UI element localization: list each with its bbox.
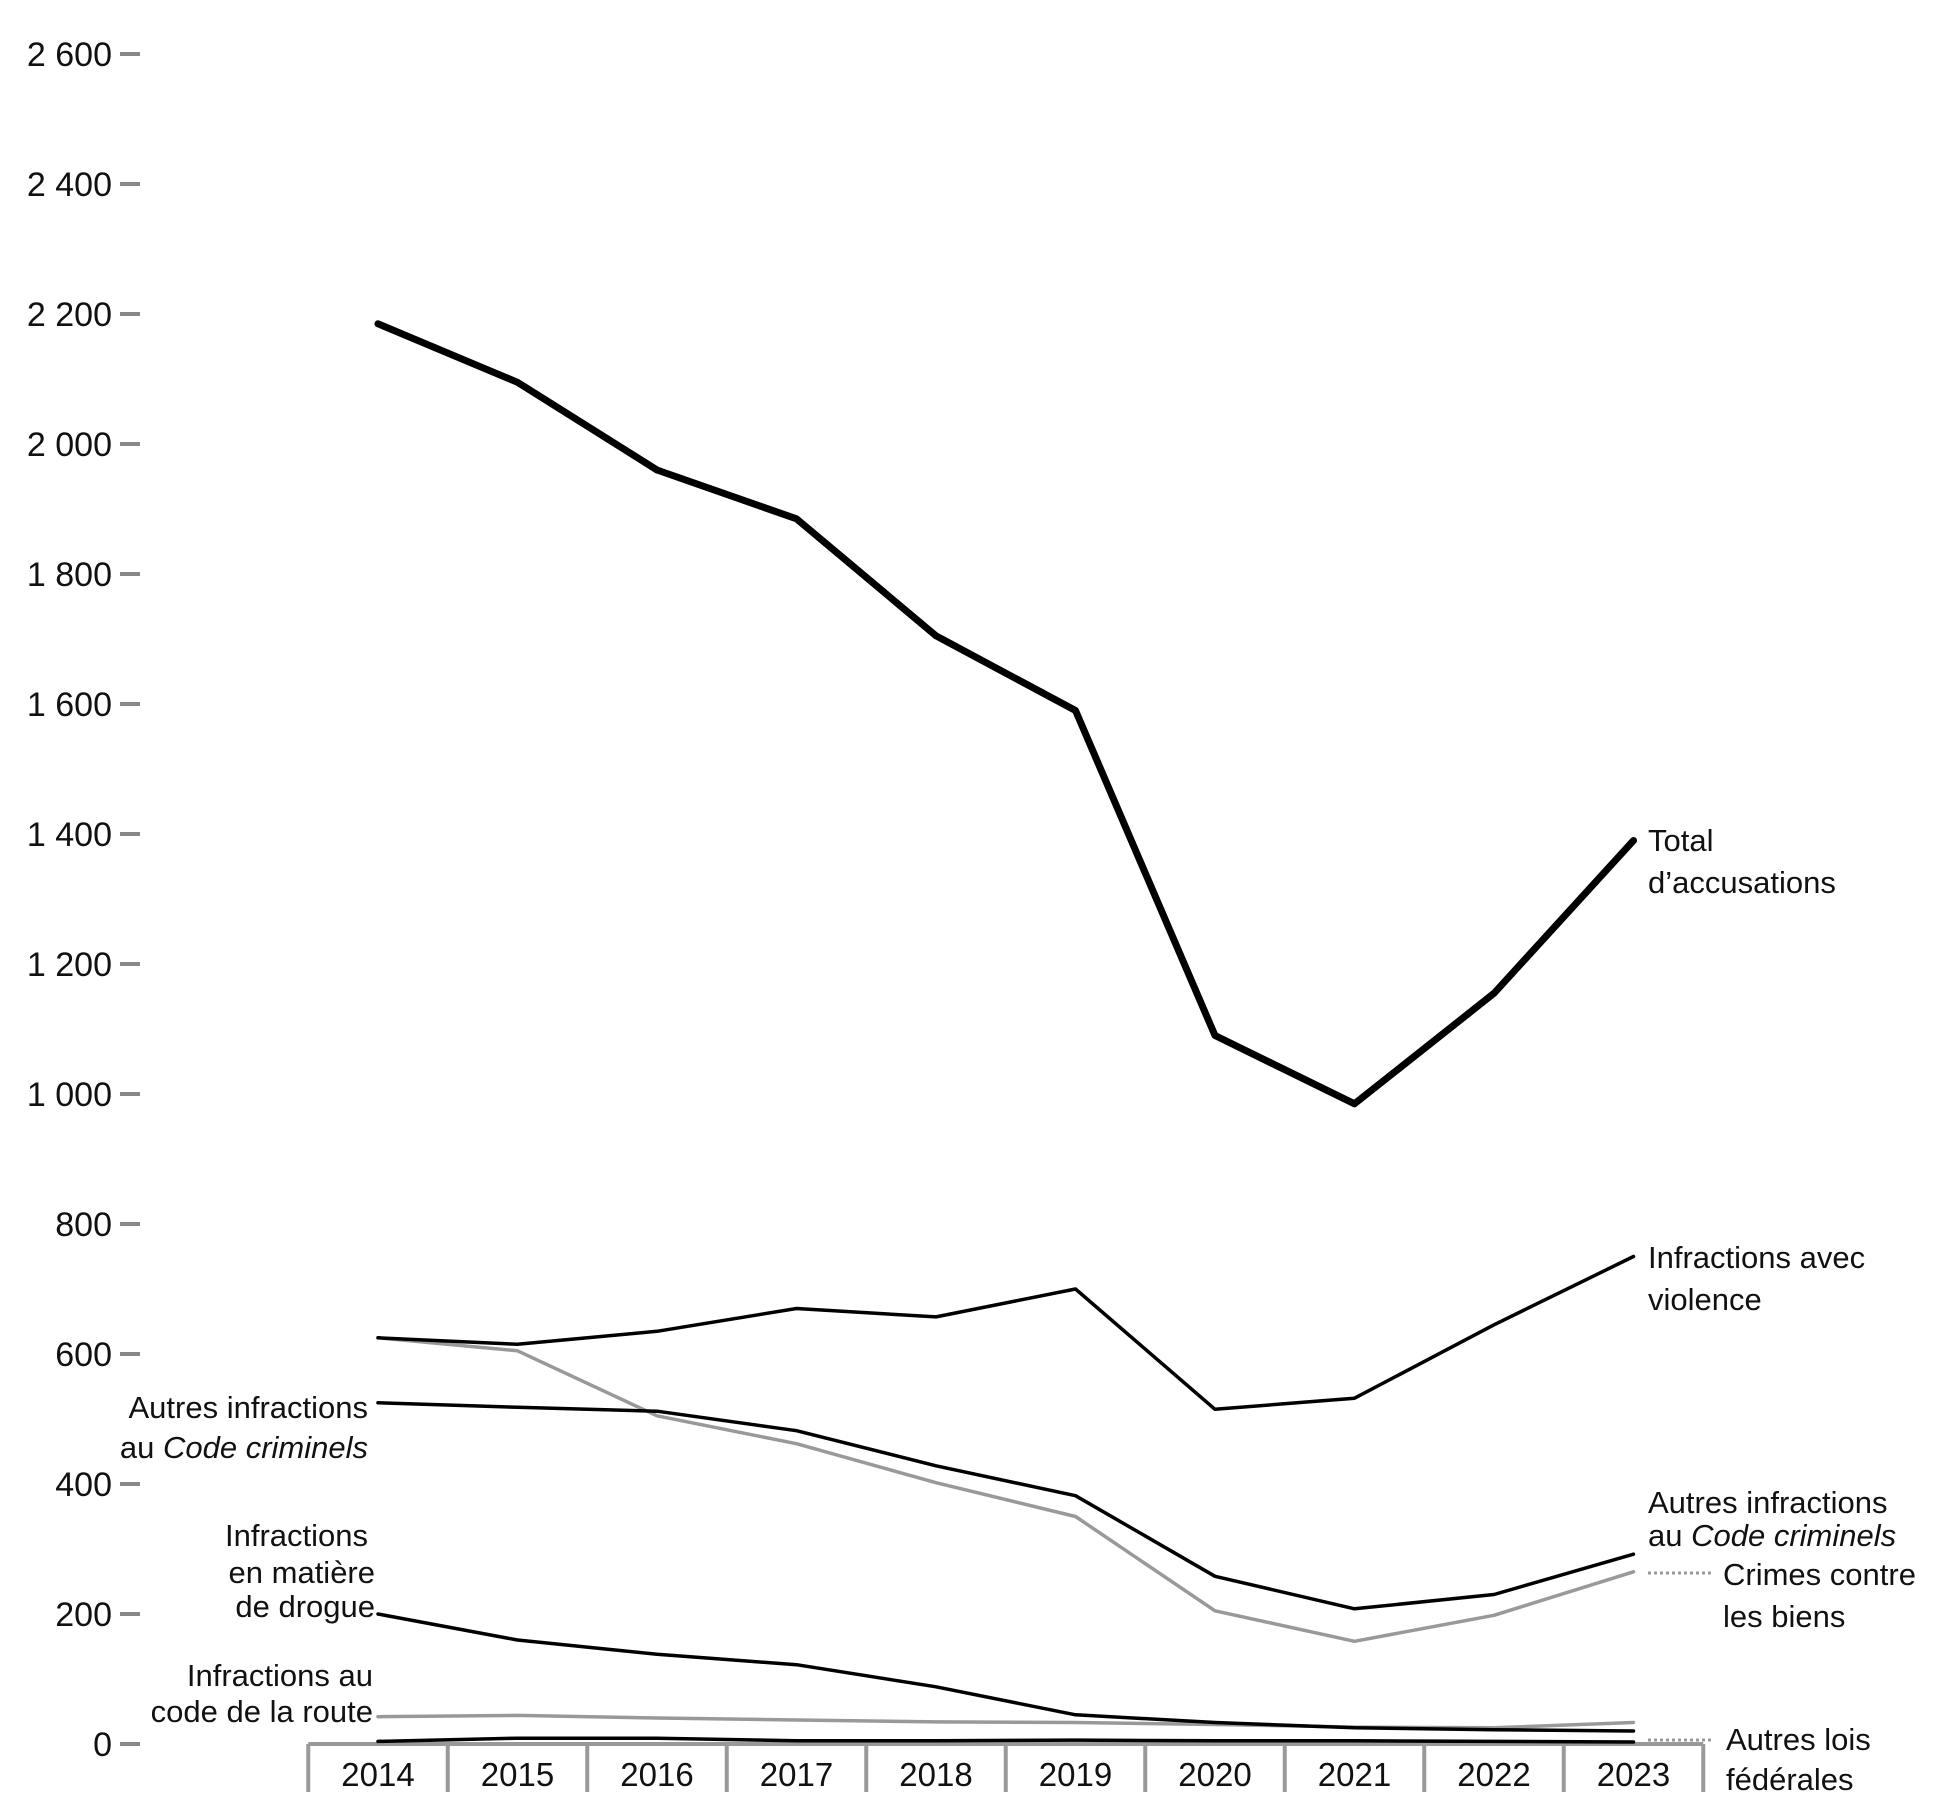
y-tick-label-0: 0 [93,1726,112,1764]
label-othercc-left-line1: Autres infractions [129,1390,369,1425]
label-drugs-line3: de drogue [235,1589,375,1624]
x-tick-label-2015: 2015 [481,1756,554,1793]
series-line-traffic [376,1713,1636,1730]
label-othercc-left-code: Code criminels [163,1430,368,1465]
label-othercc-left-line2: au Code criminels [120,1430,368,1465]
label-drugs-line1: Infractions [225,1518,368,1553]
label-total-line1: Total [1648,823,1713,858]
y-tick-label-400: 400 [55,1466,112,1504]
label-violence-line2: violence [1648,1282,1762,1317]
label-total-line2: d’accusations [1648,865,1836,900]
y-tick-label-1400: 1 400 [27,816,112,854]
x-tick-label-2018: 2018 [899,1756,972,1793]
y-tick-label-2400: 2 400 [27,166,112,204]
x-tick-label-2020: 2020 [1178,1756,1251,1793]
label-othercc-right-code: Code criminels [1691,1518,1896,1553]
x-tick-label-2022: 2022 [1457,1756,1530,1793]
y-axis: 0 200 400 600 800 1 000 1 200 1 400 1 600 1 800 2 … [27,36,140,1764]
label-federal-line1: Autres lois [1726,1722,1871,1757]
label-othercc-right-au: au [1648,1518,1691,1553]
y-tick-label-1000: 1 000 [27,1076,112,1114]
label-violence-line1: Infractions avec [1648,1240,1865,1275]
series-line-violence [376,1254,1636,1412]
x-axis: 2014 2015 2016 2017 2018 2019 2020 2021 2022 2023 [306,1742,1706,1793]
y-tick-label-1600: 1 600 [27,686,112,724]
series-line-federal [376,1736,1636,1744]
label-othercc-right-line1: Autres infractions [1648,1485,1888,1520]
series-line-total [374,320,1637,1108]
y-tick-label-2000: 2 000 [27,426,112,464]
x-tick-label-2021: 2021 [1318,1756,1391,1793]
x-tick-label-2014: 2014 [341,1756,414,1793]
x-tick-label-2023: 2023 [1597,1756,1670,1793]
y-tick-label-1800: 1 800 [27,556,112,594]
y-tick-label-2200: 2 200 [27,296,112,334]
label-traffic-line2: code de la route [151,1694,373,1729]
y-tick-label-1200: 1 200 [27,946,112,984]
label-federal-line2: fédérales [1726,1762,1854,1797]
series-line-other_cc [376,1401,1636,1611]
x-tick-label-2016: 2016 [620,1756,693,1793]
series-lines [374,320,1637,1744]
label-traffic-line1: Infractions au [187,1658,373,1693]
y-tick-label-800: 800 [55,1206,112,1244]
series-line-drugs [376,1612,1636,1733]
x-tick-label-2017: 2017 [760,1756,833,1793]
y-tick-label-2600: 2 600 [27,36,112,74]
label-property-line1: Crimes contre [1723,1557,1916,1592]
series-annotations: Total d’accusations Infractions avec vio… [120,823,1916,1797]
label-othercc-right-line2: au Code criminels [1648,1518,1896,1553]
label-othercc-left-au: au [120,1430,163,1465]
label-property-line2: les biens [1723,1599,1845,1634]
x-tick-label-2019: 2019 [1039,1756,1112,1793]
label-drugs-line2: en matière [229,1555,375,1590]
y-tick-label-200: 200 [55,1596,112,1634]
y-tick-label-600: 600 [55,1336,112,1374]
series-line-property [376,1336,1636,1644]
